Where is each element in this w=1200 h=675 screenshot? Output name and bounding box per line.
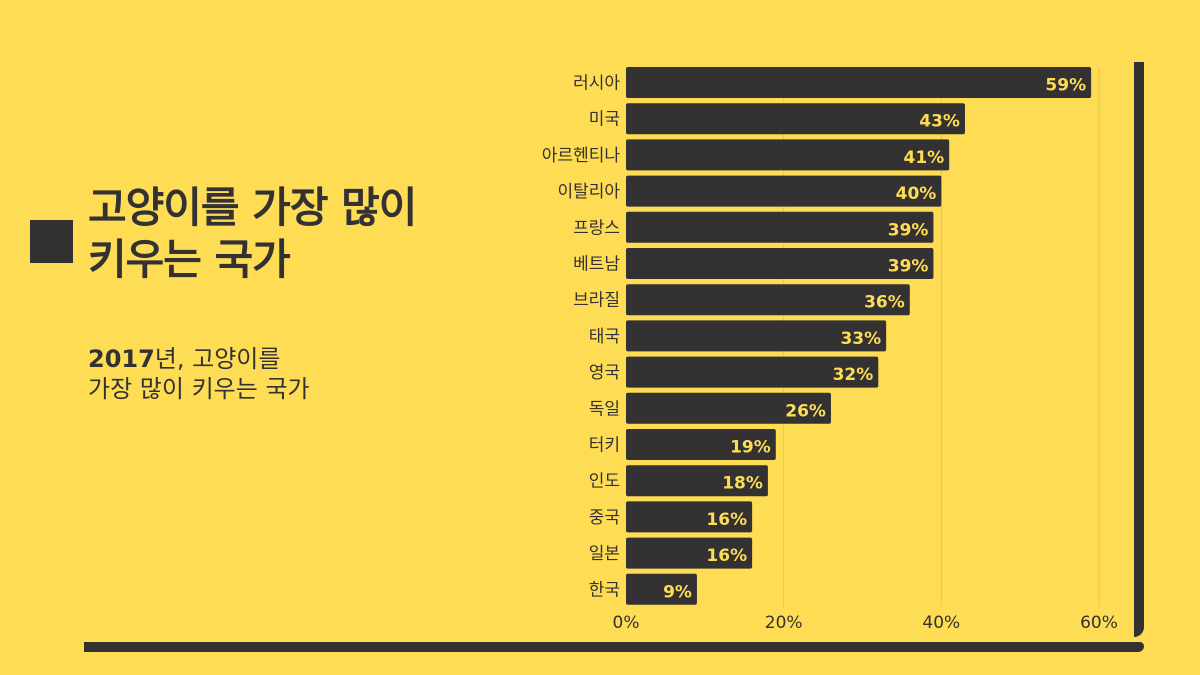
bar (626, 573, 697, 605)
category-label: 러시아 (573, 74, 620, 94)
category-label: 베트남 (573, 255, 620, 275)
category-label: 브라질 (573, 291, 620, 311)
bar (626, 248, 934, 279)
bar (626, 139, 950, 171)
category-label: 인도 (589, 472, 620, 492)
bar (626, 284, 910, 316)
value-label: 33% (840, 329, 881, 349)
bar (626, 465, 768, 497)
bar (626, 537, 753, 569)
x-tick-label: 20% (765, 613, 803, 633)
bar (626, 501, 753, 533)
bar (626, 211, 934, 243)
value-label: 16% (706, 546, 747, 566)
value-label: 9% (663, 582, 692, 602)
category-label: 이탈리아 (557, 182, 620, 202)
category-label: 중국 (589, 508, 620, 528)
value-label: 40% (896, 184, 937, 204)
value-label: 32% (833, 365, 874, 385)
category-label: 터키 (589, 436, 620, 456)
subtitle-line1-rest: 년, 고양이를 (154, 345, 281, 373)
x-tick-label: 0% (613, 613, 640, 633)
category-label: 미국 (589, 110, 620, 130)
category-label: 독일 (589, 399, 620, 419)
bar (626, 67, 1092, 98)
category-label: 프랑스 (573, 218, 620, 238)
bar (626, 175, 942, 207)
category-label: 영국 (589, 363, 620, 383)
bar (626, 429, 776, 460)
bar (626, 392, 831, 424)
bar (626, 356, 879, 388)
category-label: 한국 (589, 580, 620, 600)
value-label: 16% (706, 510, 747, 530)
category-label: 아르헨티나 (542, 146, 621, 166)
square-bullet-icon (30, 220, 73, 263)
value-label: 18% (722, 474, 763, 494)
x-tick-label: 40% (922, 613, 960, 633)
category-label: 일본 (589, 544, 620, 564)
value-label: 39% (888, 220, 929, 240)
bar (626, 320, 887, 352)
value-label: 39% (888, 257, 929, 277)
value-label: 59% (1045, 76, 1086, 96)
subtitle-year: 2017 (88, 345, 155, 373)
frame-right-border (1134, 62, 1144, 637)
value-label: 43% (919, 112, 960, 132)
bar (626, 103, 965, 135)
value-label: 26% (785, 401, 826, 421)
subtitle: 2017년, 고양이를 가장 많이 키우는 국가 (88, 344, 448, 404)
value-label: 36% (864, 293, 905, 313)
value-label: 41% (904, 148, 945, 168)
frame-bottom-border (84, 642, 1144, 652)
value-label: 19% (730, 438, 771, 458)
category-label: 태국 (589, 327, 620, 347)
subtitle-line2: 가장 많이 키우는 국가 (88, 375, 310, 403)
page-title: 고양이를 가장 많이 키우는 국가 (88, 183, 417, 284)
x-tick-label: 60% (1080, 613, 1118, 633)
